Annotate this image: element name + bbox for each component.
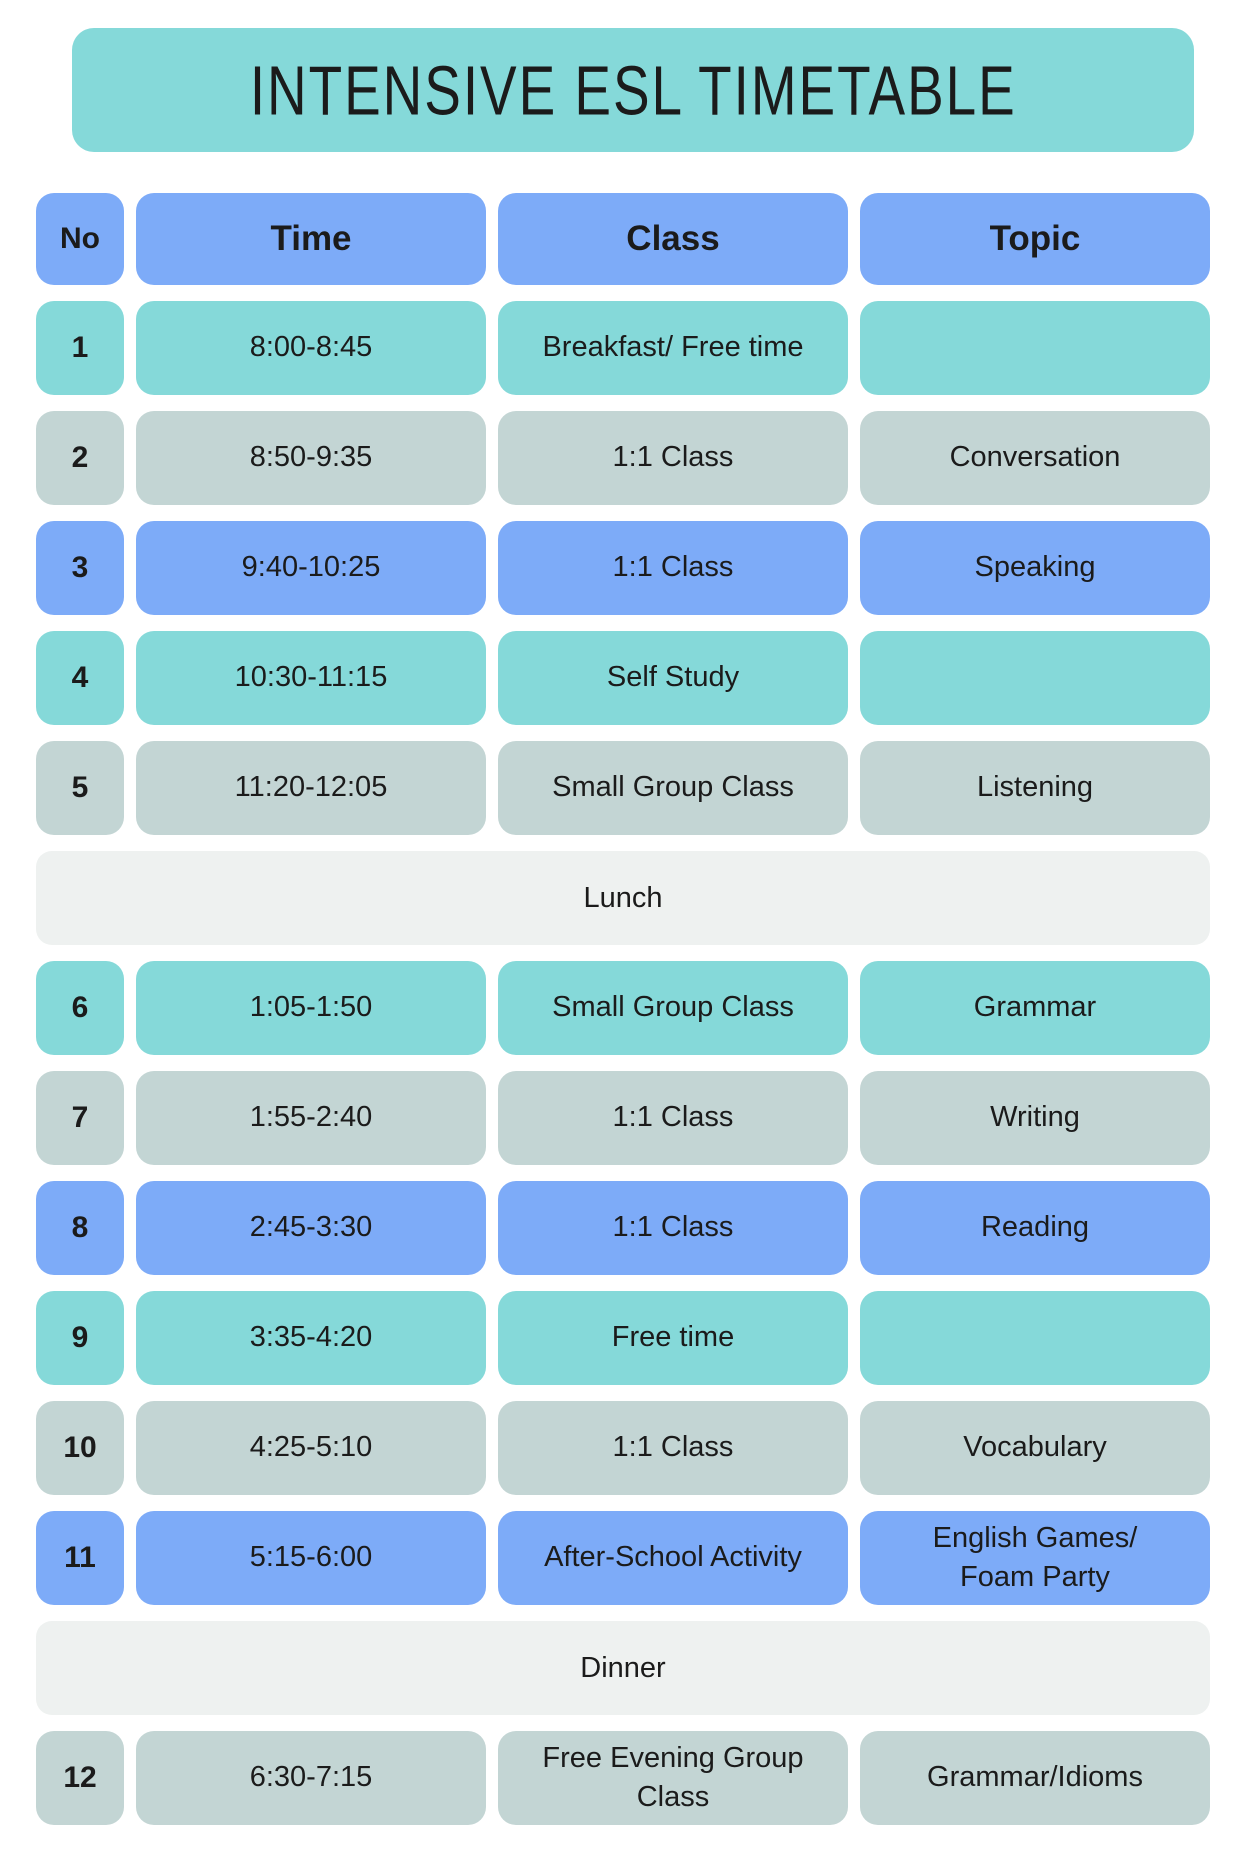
time-cell: 8:00-8:45 [136, 301, 486, 395]
class-cell: 1:1 Class [498, 1071, 848, 1165]
class-cell: Self Study [498, 631, 848, 725]
row-number-cell: 7 [36, 1071, 124, 1165]
topic-cell: Grammar/Idioms [860, 1731, 1210, 1825]
topic-cell: Vocabulary [860, 1401, 1210, 1495]
time-cell: 2:45-3:30 [136, 1181, 486, 1275]
class-cell: 1:1 Class [498, 1401, 848, 1495]
band-row: Dinner [36, 1621, 1210, 1715]
header-topic: Topic [860, 193, 1210, 285]
class-cell: 1:1 Class [498, 521, 848, 615]
row-number-cell: 4 [36, 631, 124, 725]
class-cell: Free Evening Group Class [498, 1731, 848, 1825]
topic-cell: Listening [860, 741, 1210, 835]
row-number-cell: 6 [36, 961, 124, 1055]
row-number-cell: 10 [36, 1401, 124, 1495]
class-cell: 1:1 Class [498, 411, 848, 505]
row-number-cell: 8 [36, 1181, 124, 1275]
row-number-cell: 12 [36, 1731, 124, 1825]
topic-cell [860, 1291, 1210, 1385]
band-row: Lunch [36, 851, 1210, 945]
page-title: INTENSIVE ESL TIMETABLE [249, 50, 1017, 130]
topic-cell: English Games/ Foam Party [860, 1511, 1210, 1605]
time-cell: 6:30-7:15 [136, 1731, 486, 1825]
timetable-grid: No Time Class Topic 1 8:00-8:45 Breakfast/ Fre… [36, 193, 1210, 1825]
class-cell: Small Group Class [498, 961, 848, 1055]
class-cell: Breakfast/ Free time [498, 301, 848, 395]
topic-cell [860, 301, 1210, 395]
topic-cell [860, 631, 1210, 725]
time-cell: 1:05-1:50 [136, 961, 486, 1055]
topic-cell: Speaking [860, 521, 1210, 615]
topic-cell: Conversation [860, 411, 1210, 505]
time-cell: 3:35-4:20 [136, 1291, 486, 1385]
row-number-cell: 1 [36, 301, 124, 395]
time-cell: 8:50-9:35 [136, 411, 486, 505]
time-cell: 1:55-2:40 [136, 1071, 486, 1165]
time-cell: 11:20-12:05 [136, 741, 486, 835]
topic-cell: Writing [860, 1071, 1210, 1165]
row-number-cell: 9 [36, 1291, 124, 1385]
topic-cell: Grammar [860, 961, 1210, 1055]
row-number-cell: 3 [36, 521, 124, 615]
time-cell: 5:15-6:00 [136, 1511, 486, 1605]
header-time: Time [136, 193, 486, 285]
class-cell: Free time [498, 1291, 848, 1385]
time-cell: 10:30-11:15 [136, 631, 486, 725]
header-no: No [36, 193, 124, 285]
class-cell: Small Group Class [498, 741, 848, 835]
row-number-cell: 2 [36, 411, 124, 505]
time-cell: 9:40-10:25 [136, 521, 486, 615]
time-cell: 4:25-5:10 [136, 1401, 486, 1495]
title-banner: INTENSIVE ESL TIMETABLE [72, 28, 1194, 152]
topic-cell: Reading [860, 1181, 1210, 1275]
header-class: Class [498, 193, 848, 285]
row-number-cell: 5 [36, 741, 124, 835]
row-number-cell: 11 [36, 1511, 124, 1605]
class-cell: 1:1 Class [498, 1181, 848, 1275]
class-cell: After-School Activity [498, 1511, 848, 1605]
